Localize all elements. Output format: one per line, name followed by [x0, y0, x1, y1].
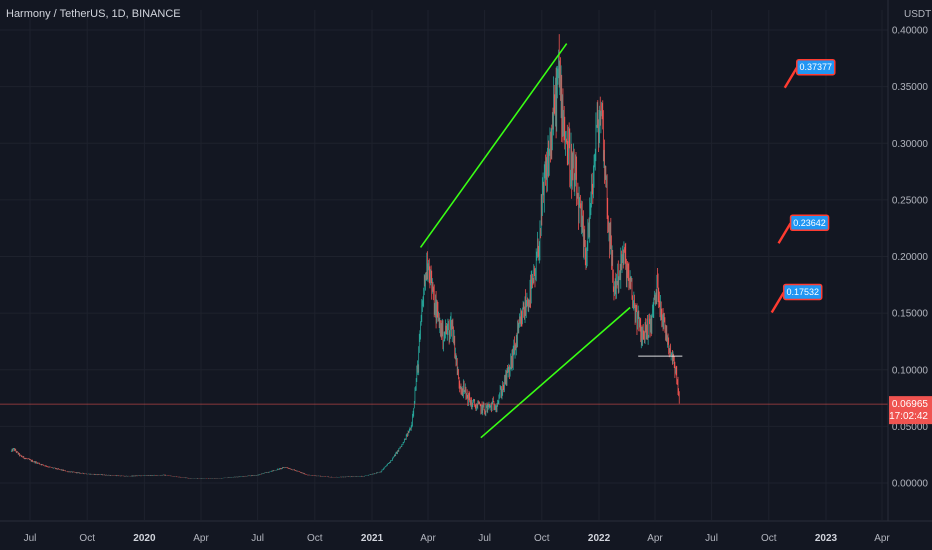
trendline-2[interactable] — [480, 306, 631, 439]
x-tick-label: 2021 — [361, 533, 384, 544]
x-tick-label: Oct — [79, 533, 95, 544]
target-label: 0.37377 — [799, 62, 832, 72]
x-tick-label: Jul — [705, 533, 718, 544]
target-flag[interactable] — [782, 283, 823, 301]
x-tick-label: Apr — [647, 533, 663, 544]
y-tick-label: 0.25000 — [892, 195, 929, 206]
target-arrow — [770, 291, 785, 314]
trendline-1[interactable] — [419, 43, 568, 248]
x-tick-label: 2022 — [588, 533, 611, 544]
drawings: 0.37377 0.23642 0.17532 — [0, 43, 888, 439]
target-label: 0.17532 — [786, 287, 819, 297]
y-tick-label: 0.30000 — [892, 139, 929, 150]
last-price-badge — [889, 396, 932, 425]
x-tick-label: Jul — [251, 533, 264, 544]
currency-label: USDT — [904, 9, 931, 20]
x-tick-label: 2020 — [133, 533, 156, 544]
grid — [0, 10, 888, 520]
last-price-value: 0.06965 — [892, 399, 929, 410]
last-price-countdown: 17:02:42 — [889, 411, 928, 422]
candles — [10, 34, 680, 479]
price-axis[interactable]: 0.40000 0.35000 0.30000 0.25000 0.20000 0.150… — [887, 0, 932, 521]
x-tick-label: Oct — [307, 533, 323, 544]
x-tick-label: Apr — [874, 533, 890, 544]
y-tick-label: 0.20000 — [892, 252, 929, 263]
target-arrow — [777, 222, 792, 244]
y-tick-label: 0.10000 — [892, 365, 929, 376]
target-arrow — [783, 67, 798, 89]
y-tick-label: 0.35000 — [892, 82, 929, 93]
x-tick-label: Oct — [534, 533, 550, 544]
x-tick-label: Oct — [761, 533, 777, 544]
chart-title: Harmony / TetherUS, 1D, BINANCE — [6, 8, 181, 20]
x-tick-label: Jul — [478, 533, 491, 544]
x-tick-label: Apr — [420, 533, 436, 544]
target-label: 0.23642 — [793, 218, 826, 228]
y-tick-label: 0.00000 — [892, 479, 929, 490]
target-flag[interactable] — [789, 214, 830, 232]
x-tick-label: Jul — [24, 533, 37, 544]
y-tick-label: 0.40000 — [892, 26, 929, 37]
x-tick-label: Apr — [193, 533, 209, 544]
x-tick-label: 2023 — [815, 533, 838, 544]
y-tick-label: 0.15000 — [892, 309, 929, 320]
time-axis[interactable]: Jul Oct 2020 Apr Jul Oct 2021 Apr Jul Oct 2022 Apr J… — [0, 520, 932, 544]
target-flag[interactable] — [796, 58, 836, 76]
y-tick-label: 0.05000 — [892, 422, 929, 433]
